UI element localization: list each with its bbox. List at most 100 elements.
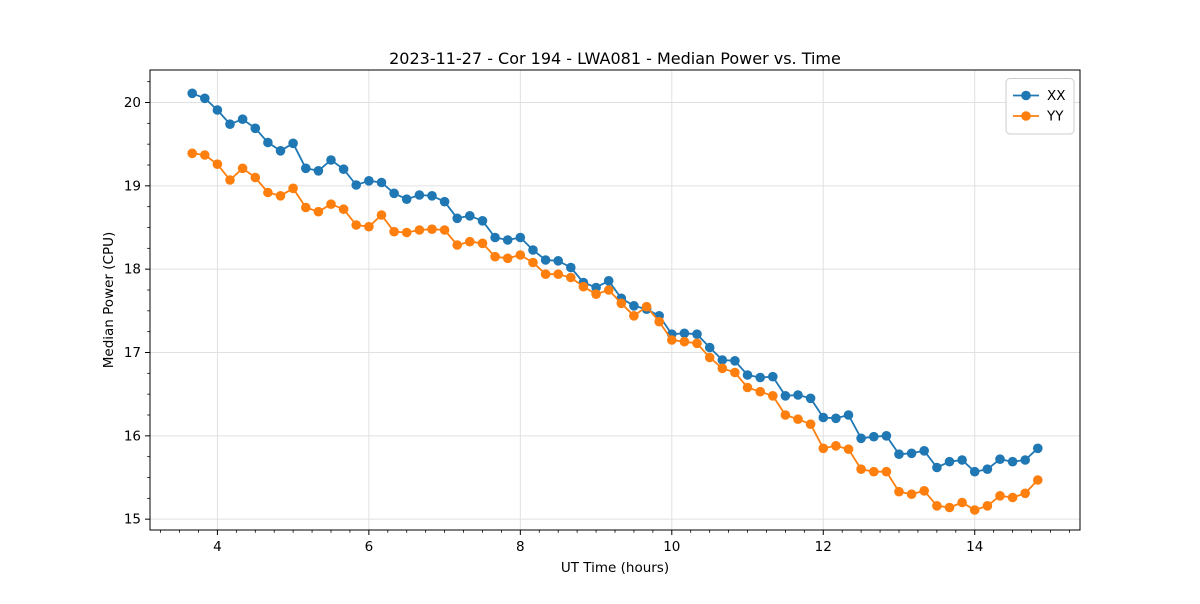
data-point-XX: [414, 190, 425, 200]
data-point-YY: [742, 382, 753, 393]
x-tick-label: 12: [815, 539, 832, 555]
data-point-XX: [856, 433, 866, 444]
data-point-YY: [641, 301, 652, 312]
data-point-XX: [932, 462, 942, 473]
data-point-YY: [919, 486, 929, 496]
x-tick-label: 10: [663, 539, 680, 555]
data-point-YY: [969, 505, 980, 515]
data-point-XX: [717, 355, 728, 365]
x-axis-label: UT Time (hours): [561, 560, 669, 576]
data-point-YY: [187, 148, 197, 159]
data-point-XX: [301, 163, 311, 174]
data-point-YY: [932, 501, 942, 511]
data-point-YY: [692, 338, 702, 349]
data-point-XX: [1007, 456, 1018, 467]
data-point-YY: [326, 199, 336, 209]
x-tick-label: 8: [516, 539, 525, 555]
legend-label-YY: YY: [1046, 109, 1064, 125]
data-point-XX: [427, 191, 437, 201]
data-point-XX: [793, 390, 803, 400]
data-point-YY: [944, 502, 955, 513]
data-point-XX: [591, 282, 601, 293]
data-point-XX: [200, 93, 210, 104]
series-XX: [187, 88, 1043, 477]
x-tick-label: 6: [365, 539, 374, 555]
data-point-YY: [338, 204, 349, 214]
data-point-YY: [376, 210, 387, 220]
legend-box: [1005, 78, 1075, 135]
data-point-XX: [679, 328, 690, 339]
plot-border: [149, 69, 1081, 531]
data-point-YY: [502, 253, 513, 264]
y-tick-label: 19: [124, 178, 141, 194]
data-point-XX: [881, 431, 892, 441]
data-point-YY: [515, 250, 526, 260]
data-point-XX: [831, 413, 841, 424]
data-point-YY: [805, 419, 816, 430]
data-point-YY: [452, 240, 463, 250]
data-point-YY: [288, 183, 298, 194]
data-point-XX: [780, 391, 791, 401]
data-point-XX: [288, 138, 298, 149]
data-point-YY: [389, 226, 399, 237]
data-point-YY: [730, 367, 740, 378]
data-point-YY: [578, 281, 589, 292]
legend-label-XX: XX: [1047, 88, 1066, 104]
legend-marker-icon: [1021, 111, 1031, 121]
data-point-XX: [237, 114, 248, 124]
data-point-XX: [1020, 455, 1030, 465]
data-point-XX: [982, 464, 993, 475]
data-point-YY: [755, 386, 765, 397]
data-point-XX: [452, 213, 463, 224]
data-point-XX: [818, 412, 829, 423]
data-point-YY: [401, 227, 412, 238]
series-layer: [187, 88, 1043, 515]
gridlines: [150, 70, 1080, 530]
legend: XX YY: [1005, 78, 1075, 135]
data-point-YY: [894, 486, 904, 497]
data-point-YY: [263, 187, 273, 198]
data-point-XX: [755, 372, 765, 383]
data-point-YY: [477, 238, 488, 249]
data-point-YY: [490, 251, 500, 262]
data-point-YY: [995, 491, 1005, 501]
data-point-XX: [603, 276, 614, 286]
data-point-XX: [477, 216, 488, 226]
data-point-XX: [957, 455, 967, 465]
data-point-XX: [439, 196, 450, 207]
data-point-YY: [540, 269, 551, 280]
data-point-YY: [528, 257, 538, 268]
data-point-XX: [869, 431, 879, 442]
data-point-YY: [843, 444, 854, 455]
data-point-YY: [704, 352, 715, 363]
data-point-XX: [376, 177, 387, 188]
axis-ticks: [145, 81, 1070, 535]
data-point-XX: [692, 329, 702, 340]
y-tick-label: 20: [124, 95, 141, 111]
data-point-XX: [490, 232, 500, 243]
data-point-XX: [768, 371, 778, 382]
data-point-YY: [881, 466, 892, 477]
data-point-XX: [351, 180, 362, 190]
y-axis-label: Median Power (CPU): [101, 232, 117, 368]
data-point-XX: [225, 119, 235, 129]
data-point-XX: [263, 137, 273, 148]
data-point-YY: [301, 202, 311, 213]
data-point-YY: [856, 464, 866, 475]
y-tick-label: 15: [124, 512, 141, 528]
data-point-YY: [591, 289, 601, 300]
data-point-YY: [768, 391, 778, 401]
data-point-XX: [730, 356, 740, 366]
data-point-XX: [566, 262, 576, 273]
data-point-YY: [780, 410, 791, 420]
data-point-XX: [515, 232, 526, 243]
data-point-XX: [465, 211, 475, 221]
data-point-XX: [906, 448, 917, 459]
data-point-YY: [793, 414, 803, 425]
data-point-YY: [364, 221, 374, 232]
data-point-YY: [629, 311, 639, 321]
data-point-YY: [313, 206, 324, 217]
data-point-XX: [805, 393, 816, 404]
data-point-YY: [869, 466, 879, 477]
